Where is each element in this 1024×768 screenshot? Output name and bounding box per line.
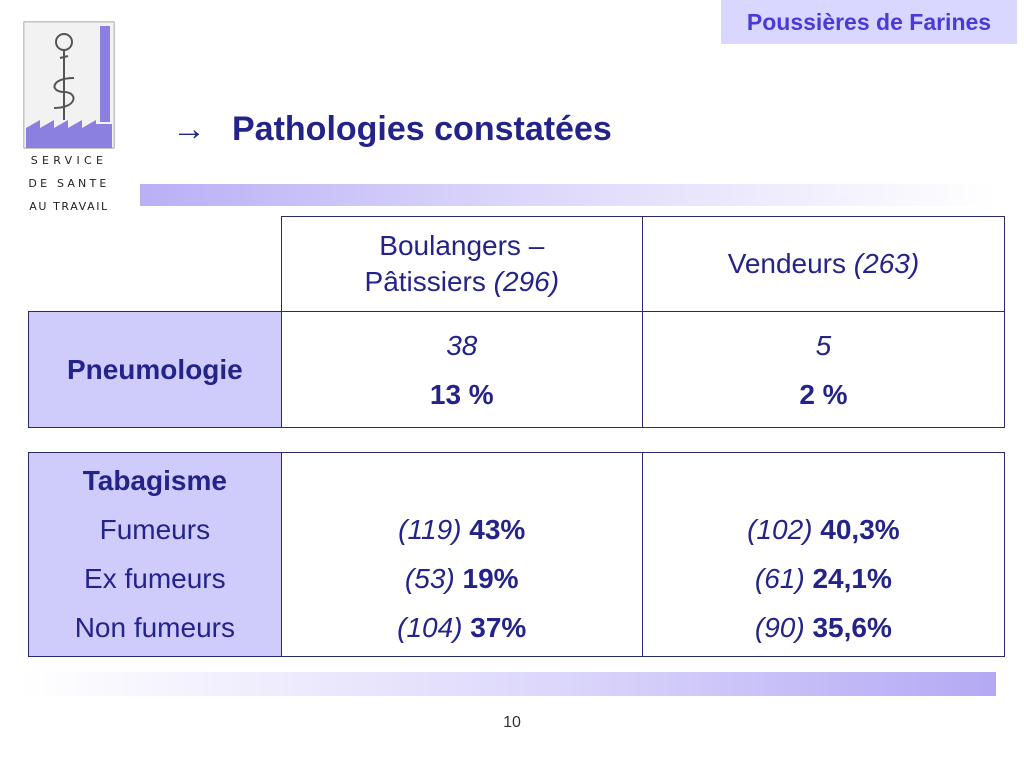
non-fumeurs-vendeurs-value: (90) 35,6% — [754, 612, 892, 643]
caduceus-factory-icon — [23, 21, 115, 149]
slide-title: → Pathologies constatées — [172, 110, 612, 149]
logo-line-3: AU TRAVAIL — [29, 200, 109, 213]
fumeurs-boulangers-value: (119) 43% — [398, 514, 526, 545]
tabagisme-table: Tabagisme Fumeurs Ex fumeurs Non fumeurs… — [28, 452, 1006, 657]
decorative-band-top — [140, 184, 996, 206]
row-label-ex-fumeurs: Ex fumeurs — [84, 563, 226, 594]
pneumologie-table: Boulangers – Pâtissiers (296) Vendeurs (… — [28, 216, 1006, 428]
tabagisme-labels-cell: Tabagisme Fumeurs Ex fumeurs Non fumeurs — [28, 452, 282, 657]
tabagisme-heading: Tabagisme — [82, 465, 227, 496]
page-number: 10 — [503, 714, 521, 731]
logo-line-1: SERVICE — [30, 154, 108, 167]
column-header-vendeurs: Vendeurs (263) — [641, 216, 1006, 312]
non-fumeurs-boulangers-value: (104) 37% — [397, 612, 527, 643]
empty-corner-cell — [28, 216, 282, 312]
tabagisme-boulangers-cell: (119) 43% (53) 19% (104) 37% — [280, 452, 643, 657]
column-header-boulangers: Boulangers – Pâtissiers (296) — [280, 216, 643, 312]
row-label-fumeurs: Fumeurs — [99, 514, 211, 545]
arrow-right-icon: → — [172, 110, 206, 148]
service-sante-logo: SERVICE DE SANTE AU TRAVAIL — [20, 20, 118, 216]
slide-title-text: Pathologies constatées — [232, 110, 612, 148]
logo-line-2: DE SANTE — [28, 177, 110, 190]
ex-fumeurs-boulangers-value: (53) 19% — [404, 563, 519, 594]
pneumologie-vendeurs-cell: 5 2 % — [641, 311, 1006, 428]
tabagisme-vendeurs-cell: (102) 40,3% (61) 24,1% (90) 35,6% — [641, 452, 1006, 657]
decorative-band-bottom — [20, 672, 996, 696]
ex-fumeurs-vendeurs-value: (61) 24,1% — [754, 563, 892, 594]
row-label-pneumologie: Pneumologie — [28, 311, 282, 428]
row-label-non-fumeurs: Non fumeurs — [74, 612, 235, 643]
topic-badge: Poussières de Farines — [721, 0, 1017, 44]
pneumologie-boulangers-cell: 38 13 % — [280, 311, 643, 428]
fumeurs-vendeurs-value: (102) 40,3% — [747, 514, 900, 545]
